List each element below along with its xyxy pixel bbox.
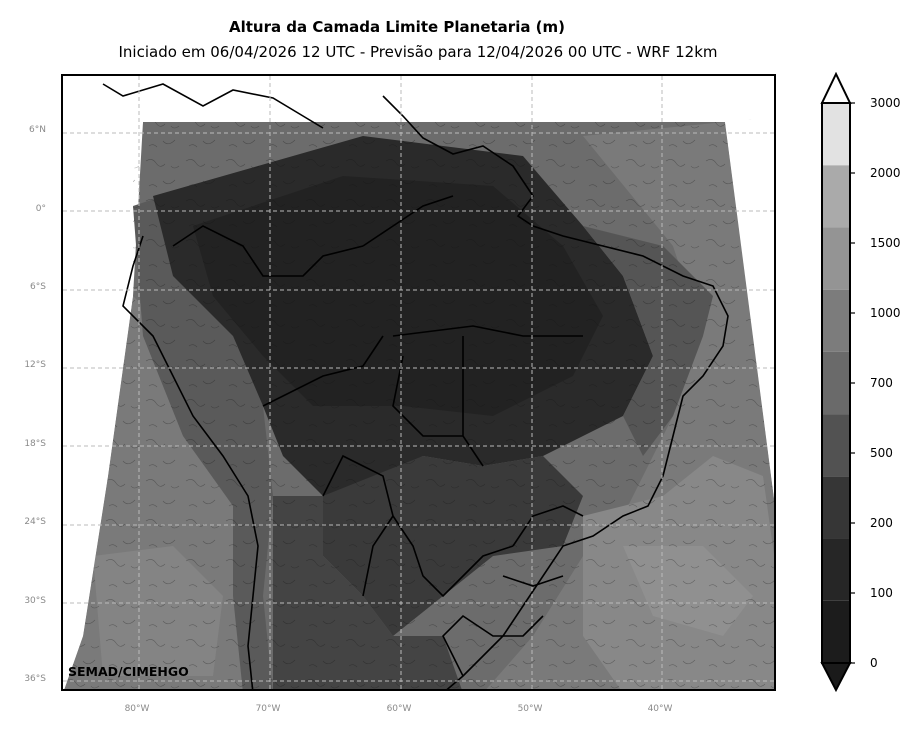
- map-panel: [61, 74, 776, 691]
- colorbar-label-2000: 2000: [870, 166, 901, 180]
- colorbar-segment: [822, 227, 850, 290]
- lat-label-36s: 36°S: [24, 674, 46, 684]
- lat-label-12s: 12°S: [24, 360, 46, 370]
- colorbar-segment: [822, 351, 850, 415]
- lat-label-0: 0°: [35, 204, 46, 214]
- colorbar-segment: [822, 289, 850, 352]
- colorbar-label-500: 500: [870, 446, 893, 460]
- pblh-map: [63, 76, 774, 689]
- colorbar-segment: [822, 414, 850, 477]
- lat-label-30s: 30°S: [24, 596, 46, 606]
- lat-label-6n: 6°N: [29, 125, 46, 135]
- lon-label-40w: 40°W: [647, 704, 673, 714]
- wrf-domain: [63, 76, 774, 689]
- country-borders: [102, 83, 729, 689]
- lat-label-24s: 24°S: [24, 517, 46, 527]
- lat-label-18s: 18°S: [24, 439, 46, 449]
- colorbar-label-0: 0: [870, 656, 878, 670]
- colorbar-label-3000: 3000: [870, 96, 901, 110]
- colorbar-segment: [822, 165, 850, 228]
- colorbar-segments: [822, 103, 850, 663]
- colorbar-segment: [822, 538, 850, 601]
- lon-label-60w: 60°W: [386, 704, 412, 714]
- colorbar-segment: [822, 600, 850, 663]
- colorbar-extend-max: [820, 72, 852, 104]
- colorbar-segment: [822, 476, 850, 539]
- watermark-label: SEMAD/CIMEHGO: [68, 664, 189, 679]
- colorbar-label-200: 200: [870, 516, 893, 530]
- lat-label-6s: 6°S: [30, 282, 46, 292]
- gridlines: [63, 76, 774, 689]
- lon-label-50w: 50°W: [517, 704, 543, 714]
- colorbar-ticks: [850, 102, 855, 664]
- lon-label-70w: 70°W: [255, 704, 281, 714]
- colorbar-label-1500: 1500: [870, 236, 901, 250]
- colorbar-extend-min: [820, 662, 852, 693]
- colorbar: [820, 72, 855, 693]
- colorbar-label-1000: 1000: [870, 306, 901, 320]
- colorbar-label-700: 700: [870, 376, 893, 390]
- colorbar-segment: [822, 103, 850, 166]
- colorbar-label-100: 100: [870, 586, 893, 600]
- lon-label-80w: 80°W: [124, 704, 150, 714]
- chart-title: Altura da Camada Limite Planetaria (m): [228, 18, 566, 36]
- chart-subtitle: Iniciado em 06/04/2026 12 UTC - Previsão…: [118, 43, 718, 61]
